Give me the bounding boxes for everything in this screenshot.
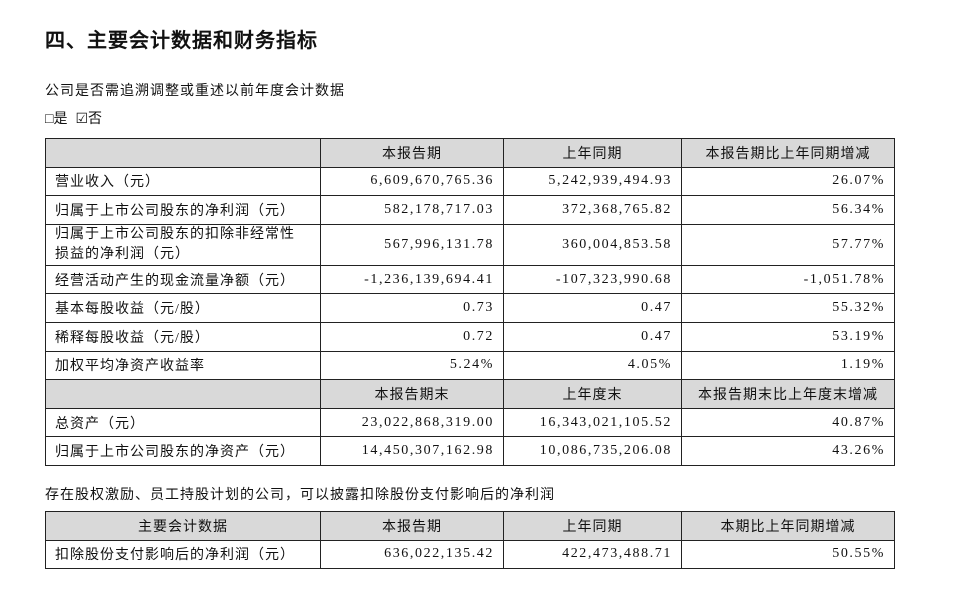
label-cell: 稀释每股收益（元/股）	[45, 321, 321, 352]
value-cell: 372,368,765.82	[503, 195, 682, 225]
header-cell: 本报告期末	[320, 379, 504, 409]
header-row: 本报告期末 上年度末 本报告期末比上年度末增减	[45, 379, 895, 409]
header-row: 主要会计数据 本报告期 上年同期 本期比上年同期增减	[45, 511, 895, 541]
value-cell: 6,609,670,765.36	[320, 166, 504, 197]
header-cell: 上年同期	[503, 511, 682, 541]
value-cell: 582,178,717.03	[320, 195, 504, 225]
data-row: 归属于上市公司股东的净利润（元） 582,178,717.03 372,368,76…	[45, 195, 895, 225]
header-cell: 本报告期比上年同期增减	[681, 138, 895, 168]
section-title: 四、主要会计数据和财务指标	[45, 30, 318, 52]
value-cell: 0.72	[320, 321, 504, 352]
question: 公司是否需追溯调整或重述以前年度会计数据	[45, 84, 345, 99]
label-cell: 归属于上市公司股东的净资产（元）	[45, 436, 321, 466]
data-table: 本报告期 上年同期 本报告期比上年同期增减 营业收入（元） 6,609,670,765.…	[45, 138, 895, 466]
value-cell: -1,236,139,694.41	[320, 264, 504, 295]
value-cell: 0.73	[320, 293, 504, 323]
data-row: 经营活动产生的现金流量净额（元） -1,236,139,694.41 -107,32…	[45, 264, 895, 295]
value-cell: 0.47	[503, 321, 682, 352]
value-cell: 4.05%	[503, 350, 682, 381]
value-cell: 360,004,853.58	[503, 223, 682, 266]
value-cell: -107,323,990.68	[503, 264, 682, 295]
note: 存在股权激励、员工持股计划的公司，可以披露扣除股份支付影响后的净利润	[45, 488, 555, 503]
header-cell: 上年同期	[503, 138, 682, 168]
value-cell: 14,450,307,162.98	[320, 436, 504, 466]
data-row: 稀释每股收益（元/股） 0.72 0.47 53.19%	[45, 321, 895, 352]
value-cell: 50.55%	[681, 539, 895, 570]
header-cell	[45, 379, 321, 409]
value-cell: 1.19%	[681, 350, 895, 381]
value-cell: 636,022,135.42	[320, 539, 504, 570]
label-cell: 基本每股收益（元/股）	[45, 293, 321, 323]
data-row: 总资产（元） 23,022,868,319.00 16,343,021,105.52…	[45, 407, 895, 438]
cell-text: 归属于上市公司股东的扣除非经常性损益的净利润（元）	[55, 226, 295, 262]
value-cell: 422,473,488.71	[503, 539, 682, 570]
value-cell: 5,242,939,494.93	[503, 166, 682, 197]
data-row: 归属于上市公司股东的净资产（元） 14,450,307,162.98 10,086,…	[45, 436, 895, 466]
value-cell: -1,051.78%	[681, 264, 895, 295]
label-cell: 总资产（元）	[45, 407, 321, 438]
data-row: 营业收入（元） 6,609,670,765.36 5,242,939,494.93 2…	[45, 166, 895, 197]
value-cell: 40.87%	[681, 407, 895, 438]
value-cell: 55.32%	[681, 293, 895, 323]
value-cell: 26.07%	[681, 166, 895, 197]
label-cell: 加权平均净资产收益率	[45, 350, 321, 381]
header-cell	[45, 138, 321, 168]
header-cell: 主要会计数据	[45, 511, 321, 541]
value-cell: 53.19%	[681, 321, 895, 352]
label-cell: 归属于上市公司股东的扣除非经常性损益的净利润（元）	[45, 223, 321, 266]
data-row: 加权平均净资产收益率 5.24% 4.05% 1.19%	[45, 350, 895, 381]
header-cell: 本报告期末比上年度末增减	[681, 379, 895, 409]
option: ☑否	[75, 112, 103, 127]
label-cell: 扣除股份支付影响后的净利润（元）	[45, 539, 321, 570]
option: □是	[45, 112, 68, 127]
label-cell: 经营活动产生的现金流量净额（元）	[45, 264, 321, 295]
data-row: 基本每股收益（元/股） 0.73 0.47 55.32%	[45, 293, 895, 323]
value-cell: 567,996,131.78	[320, 223, 504, 266]
header-row: 本报告期 上年同期 本报告期比上年同期增减	[45, 138, 895, 168]
value-cell: 10,086,735,206.08	[503, 436, 682, 466]
value-cell: 0.47	[503, 293, 682, 323]
header-cell: 上年度末	[503, 379, 682, 409]
data-row: 归属于上市公司股东的扣除非经常性损益的净利润（元） 567,996,131.78 3…	[45, 223, 895, 266]
header-cell: 本期比上年同期增减	[681, 511, 895, 541]
value-cell: 23,022,868,319.00	[320, 407, 504, 438]
label-cell: 营业收入（元）	[45, 166, 321, 197]
label-cell: 归属于上市公司股东的净利润（元）	[45, 195, 321, 225]
value-cell: 16,343,021,105.52	[503, 407, 682, 438]
value-cell: 5.24%	[320, 350, 504, 381]
value-cell: 57.77%	[681, 223, 895, 266]
data-table: 主要会计数据 本报告期 上年同期 本期比上年同期增减 扣除股份支付影响后的净利润（元） 6…	[45, 511, 895, 570]
options: □是 ☑否	[45, 108, 110, 128]
data-row: 扣除股份支付影响后的净利润（元） 636,022,135.42 422,473,48…	[45, 539, 895, 570]
header-cell: 本报告期	[320, 511, 504, 541]
header-cell: 本报告期	[320, 138, 504, 168]
value-cell: 43.26%	[681, 436, 895, 466]
value-cell: 56.34%	[681, 195, 895, 225]
